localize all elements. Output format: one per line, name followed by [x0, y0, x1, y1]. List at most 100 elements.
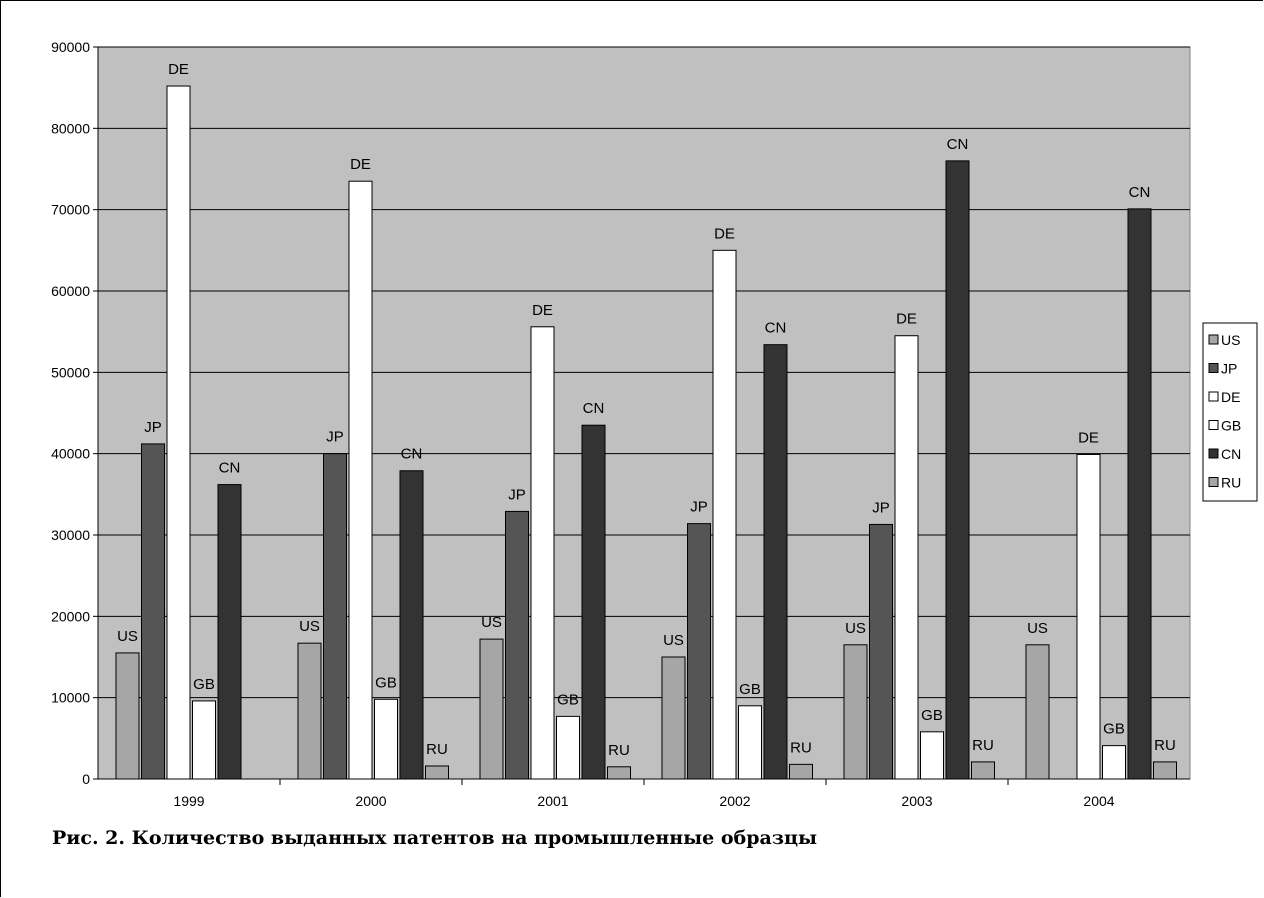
y-tick-label: 60000 — [51, 283, 90, 299]
data-label: DE — [350, 156, 371, 173]
bar-ru-2002 — [789, 763, 813, 780]
bar-cn-2004 — [1127, 208, 1152, 780]
y-tick-label: 0 — [82, 771, 90, 787]
data-label: CN — [219, 460, 241, 477]
bar-gb-2001 — [556, 715, 580, 780]
y-tick-label: 70000 — [51, 202, 90, 218]
legend-label-jp: JP — [1221, 361, 1237, 377]
data-label: GB — [739, 681, 761, 698]
data-label: US — [1027, 620, 1048, 637]
y-tick-label: 40000 — [51, 446, 90, 462]
data-label: JP — [508, 486, 526, 503]
data-label: JP — [326, 429, 344, 446]
bar-gb-2003 — [920, 731, 944, 780]
axes: 0 10000 20000 30000 40000 50000 60000 70000 8000… — [51, 39, 1190, 809]
data-label: GB — [1103, 721, 1125, 738]
data-label: US — [845, 620, 866, 637]
bar-gb-2002 — [738, 705, 762, 780]
bar-jp-1999 — [141, 443, 165, 780]
legend-swatch-us — [1208, 334, 1219, 345]
y-tick-label: 90000 — [51, 39, 90, 55]
x-tick-label: 2003 — [901, 793, 932, 809]
data-label: RU — [608, 742, 630, 759]
data-label: CN — [583, 400, 605, 417]
bar-ru-2001 — [607, 766, 631, 780]
bar-cn-2000 — [399, 470, 424, 780]
data-label: RU — [790, 739, 812, 756]
bar-gb-2004 — [1102, 745, 1126, 780]
bar-de-1999 — [166, 85, 191, 780]
legend-swatch-de — [1208, 391, 1219, 402]
legend-swatch-ru — [1208, 477, 1219, 487]
legend-label-ru: RU — [1221, 475, 1241, 491]
legend-swatch-cn — [1208, 448, 1219, 459]
bar-us-2003 — [843, 644, 868, 780]
legend-swatch-gb — [1208, 420, 1219, 430]
legend-label-us: US — [1221, 332, 1240, 348]
data-label: JP — [872, 499, 890, 516]
bar-de-2003 — [894, 335, 919, 780]
bar-jp-2001 — [505, 510, 529, 780]
bar-jp-2000 — [323, 453, 347, 780]
bar-jp-2002 — [687, 523, 711, 780]
bar-cn-1999 — [217, 484, 242, 780]
bar-ru-2003 — [971, 761, 995, 780]
bar-de-2002 — [712, 249, 737, 780]
data-label: DE — [714, 225, 735, 242]
bar-de-2004 — [1076, 453, 1101, 780]
x-tick-label: 2004 — [1083, 793, 1114, 809]
bar-de-2001 — [530, 326, 555, 780]
data-label: GB — [375, 674, 397, 691]
data-label: GB — [193, 676, 215, 693]
data-label: GB — [557, 691, 579, 708]
x-tick-label: 2002 — [719, 793, 750, 809]
data-label: DE — [1078, 429, 1099, 446]
data-label: RU — [972, 737, 994, 754]
legend-box — [1202, 322, 1258, 502]
bar-jp-2003 — [869, 523, 893, 780]
bar-us-2004 — [1025, 644, 1050, 780]
data-label: CN — [947, 136, 969, 153]
y-tick-label: 30000 — [51, 527, 90, 543]
data-label: US — [117, 628, 138, 645]
data-label: JP — [144, 419, 162, 436]
bar-ru-2000 — [425, 765, 449, 780]
bar-us-2002 — [661, 656, 686, 780]
data-label: CN — [401, 446, 423, 463]
data-label: CN — [1129, 184, 1151, 201]
data-label: US — [663, 632, 684, 649]
bar-cn-2002 — [763, 344, 788, 780]
legend: US JP DE GB CN RU — [1202, 322, 1258, 502]
data-label: JP — [690, 499, 708, 516]
data-labels: US JP DE GB CN US JP DE GB CN RU US JP DE GB CN RU US JP DE… — [117, 61, 1176, 759]
data-label: US — [481, 614, 502, 631]
y-tick-label: 20000 — [51, 608, 90, 624]
x-tick-label: 1999 — [173, 793, 204, 809]
legend-label-de: DE — [1221, 389, 1240, 405]
bar-gb-2000 — [374, 698, 398, 780]
legend-label-cn: CN — [1221, 446, 1241, 462]
data-label: CN — [765, 320, 787, 337]
bar-us-2001 — [479, 638, 504, 780]
data-label: GB — [921, 707, 943, 724]
x-tick-label: 2001 — [537, 793, 568, 809]
legend-swatch-jp — [1208, 363, 1219, 373]
bar-ru-2004 — [1153, 761, 1177, 780]
data-label: DE — [896, 311, 917, 328]
data-label: RU — [426, 741, 448, 758]
y-tick-label: 50000 — [51, 364, 90, 380]
data-label: DE — [168, 61, 189, 78]
figure-caption: Рис. 2. Количество выданных патентов на … — [52, 827, 818, 849]
plot-area — [97, 46, 1191, 780]
gridlines — [98, 46, 1190, 699]
bar-us-2000 — [297, 642, 322, 780]
bar-gb-1999 — [192, 700, 216, 780]
data-label: US — [299, 618, 320, 635]
data-label: RU — [1154, 737, 1176, 754]
legend-label-gb: GB — [1221, 418, 1241, 434]
bar-cn-2003 — [945, 160, 970, 780]
bar-us-1999 — [115, 652, 140, 780]
bar-cn-2001 — [581, 424, 606, 780]
